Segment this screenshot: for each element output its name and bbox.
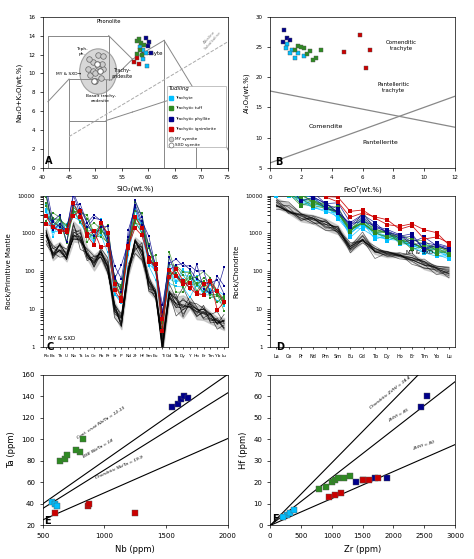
Text: D: D [276, 342, 284, 352]
Ellipse shape [80, 49, 117, 94]
X-axis label: FeOᵀ(wt.%): FeOᵀ(wt.%) [343, 186, 382, 193]
Text: C: C [46, 342, 54, 352]
Y-axis label: Al₂O₃(wt.%): Al₂O₃(wt.%) [244, 72, 250, 112]
Text: Basalt trachy-
andesite: Basalt trachy- andesite [86, 94, 116, 103]
Text: Teph-
ph.: Teph- ph. [76, 47, 88, 55]
Text: Trachy-
andesite: Trachy- andesite [111, 68, 132, 79]
X-axis label: Zr (ppm): Zr (ppm) [344, 544, 381, 553]
Text: E: E [44, 517, 51, 527]
Text: Trachytic tuff: Trachytic tuff [175, 106, 202, 110]
Text: MY syenite: MY syenite [175, 138, 197, 141]
Text: Chondritic Zr/Hf = 34.4: Chondritic Zr/Hf = 34.4 [369, 376, 411, 410]
Text: Cont. crust Nb/Ta = 12-13: Cont. crust Nb/Ta = 12-13 [76, 406, 126, 440]
Text: Zr/Hf = 45: Zr/Hf = 45 [387, 408, 409, 423]
Text: Zr/Hf = 80: Zr/Hf = 80 [412, 440, 435, 451]
Text: BSE Nb/Ta = 14: BSE Nb/Ta = 14 [82, 438, 114, 458]
Text: Pantelleritic
trachyte: Pantelleritic trachyte [377, 82, 410, 93]
X-axis label: Nb (ppm): Nb (ppm) [115, 544, 155, 553]
Text: Alkaline
Subalkaline: Alkaline Subalkaline [201, 27, 223, 51]
Text: Phonolite: Phonolite [96, 20, 121, 25]
Text: Trachytic ignimbrite: Trachytic ignimbrite [175, 127, 216, 131]
Text: MY & SXD: MY & SXD [48, 336, 75, 341]
X-axis label: SiO₂(wt.%): SiO₂(wt.%) [116, 186, 154, 192]
Text: Pantellerite: Pantellerite [363, 140, 398, 145]
Text: MY & SXD: MY & SXD [406, 250, 433, 255]
Text: Trachytic phyllite: Trachytic phyllite [175, 117, 210, 121]
Y-axis label: Rock/Primitive Mantle: Rock/Primitive Mantle [6, 233, 12, 309]
Text: MY & SXD→: MY & SXD→ [56, 72, 81, 76]
Text: SXD syenite: SXD syenite [175, 143, 200, 146]
Text: F: F [272, 514, 279, 524]
Text: Chondritic Nb/Ta = 19.9: Chondritic Nb/Ta = 19.9 [94, 456, 144, 480]
Y-axis label: Rock/Chondrite: Rock/Chondrite [234, 244, 239, 298]
Text: A: A [46, 156, 53, 166]
Text: Trachyte: Trachyte [139, 50, 163, 55]
FancyBboxPatch shape [167, 86, 226, 147]
Text: Comendite: Comendite [309, 125, 343, 130]
Y-axis label: Na₂O+K₂O(wt.%): Na₂O+K₂O(wt.%) [16, 63, 22, 122]
Text: B: B [275, 157, 282, 167]
Y-axis label: Ta (ppm): Ta (ppm) [7, 432, 16, 468]
Text: Comenditic
trachyte: Comenditic trachyte [385, 40, 417, 51]
Y-axis label: Hf (ppm): Hf (ppm) [239, 432, 248, 468]
Text: Trachyte: Trachyte [175, 96, 192, 100]
Text: Tudiling: Tudiling [168, 86, 189, 91]
